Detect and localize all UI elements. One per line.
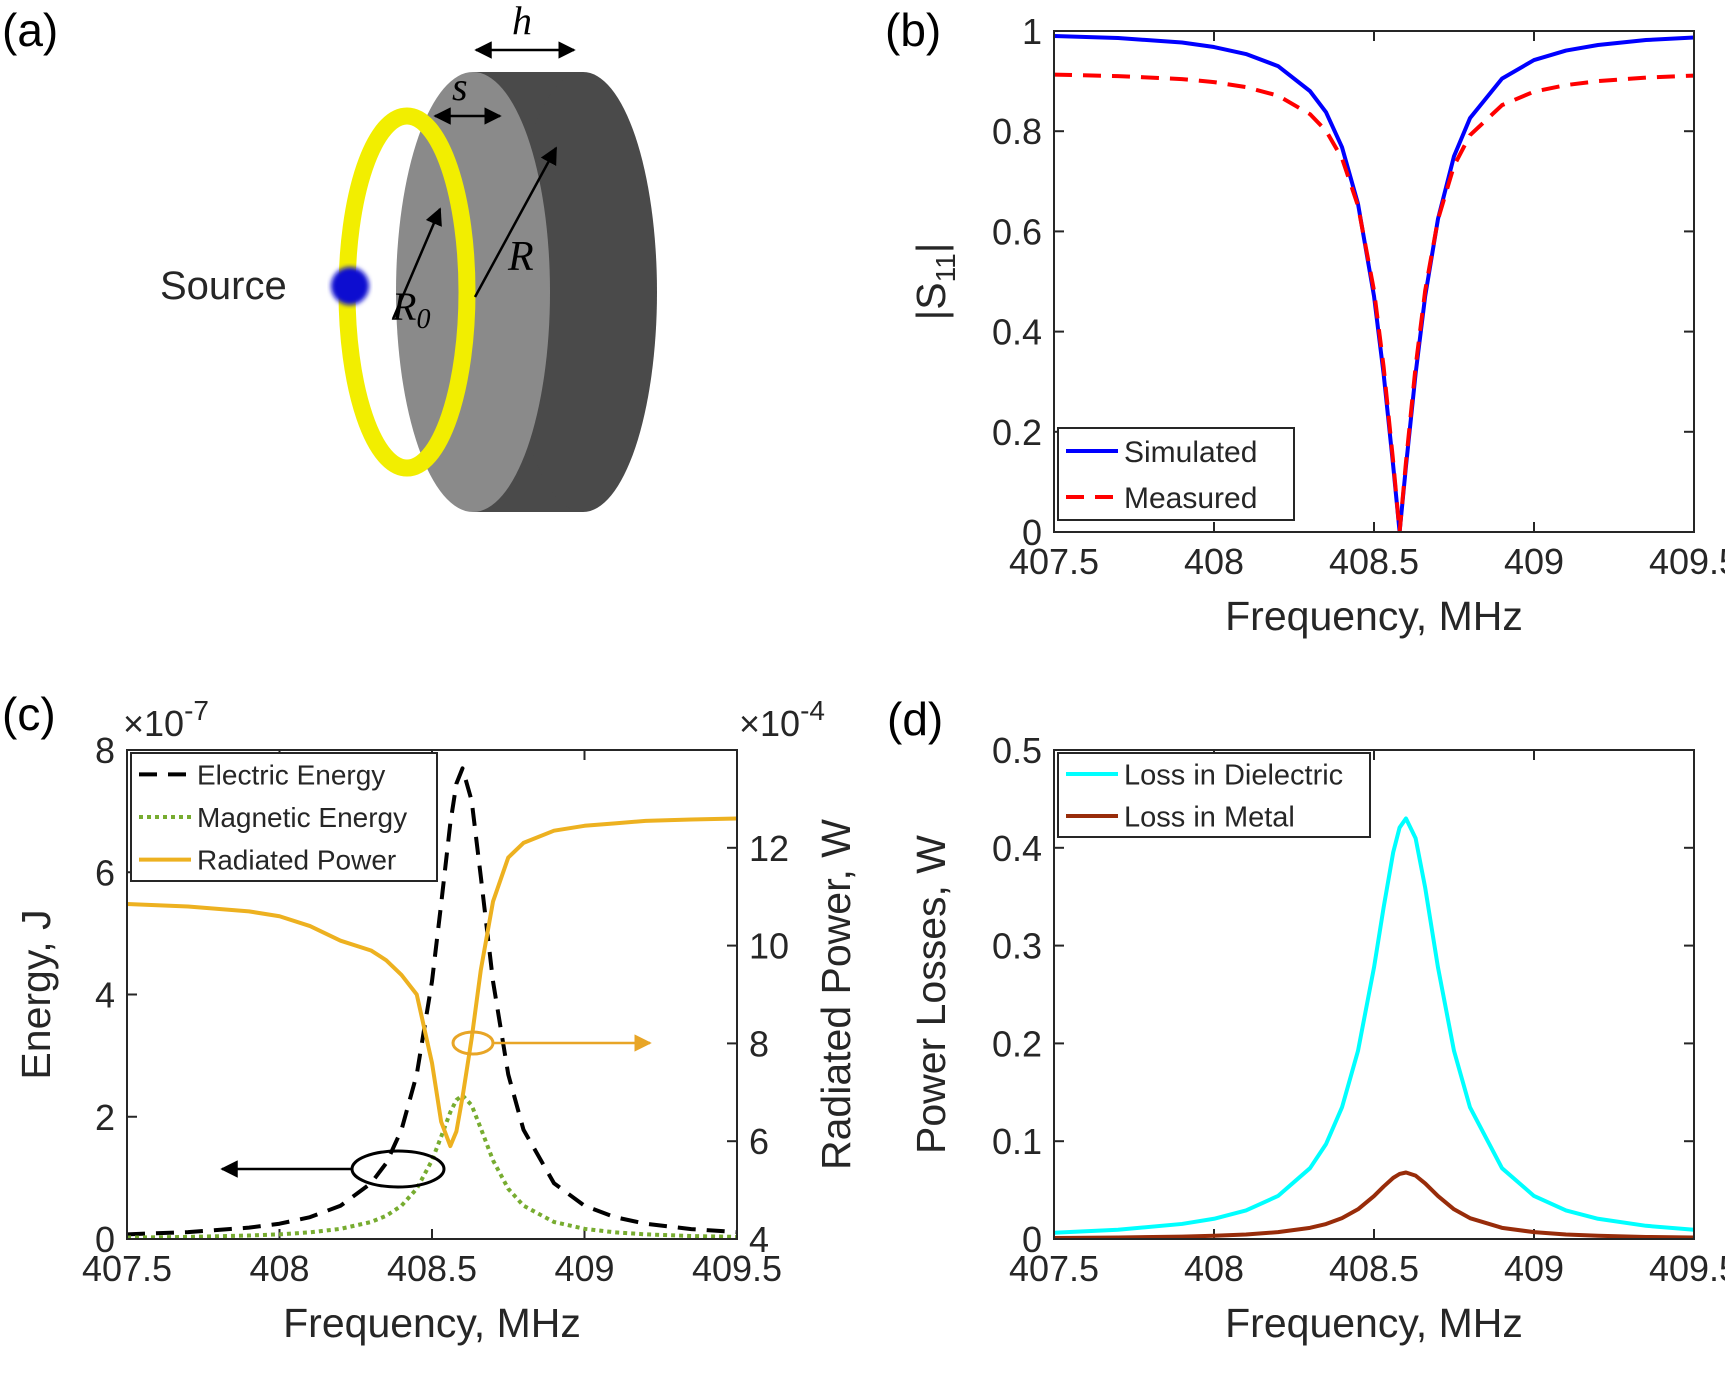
legend: Loss in Dielectric Loss in Metal — [1057, 752, 1371, 838]
panel-label: (b) — [885, 4, 941, 56]
series-line — [127, 1093, 737, 1239]
y-tick-label: 4 — [95, 975, 115, 1016]
multiplier-base: ×10 — [739, 703, 800, 744]
r0-label: R0 — [391, 284, 430, 335]
y-tick-label: 0 — [1022, 1219, 1042, 1260]
panel-label: (c) — [2, 688, 56, 740]
annotations — [220, 1030, 652, 1189]
multiplier-base: ×10 — [123, 703, 184, 744]
legend-label: Measured — [1124, 482, 1257, 515]
x-tick-label: 408.5 — [387, 1248, 477, 1289]
axes-box — [1053, 30, 1695, 533]
multiplier-exponent: -7 — [184, 695, 209, 726]
x-tick-label: 407.5 — [1009, 541, 1099, 582]
y-tick-label: 0.2 — [992, 1023, 1042, 1064]
x-axis-label: Frequency, MHz — [1225, 593, 1523, 639]
r0-sub: 0 — [416, 304, 430, 335]
axes-box — [126, 749, 738, 1240]
y2-tick-label: 10 — [749, 926, 789, 967]
legend-label: Magnetic Energy — [197, 802, 407, 833]
y-tick-label: 0.8 — [992, 111, 1042, 152]
x-tick-label: 408 — [1184, 1248, 1244, 1289]
r-arrow — [473, 146, 558, 298]
s-label: s — [452, 64, 468, 109]
y2-axis-label: Radiated Power, W — [813, 819, 859, 1170]
y-tick-label: 0.3 — [992, 926, 1042, 967]
legend: Simulated Measured — [1057, 427, 1295, 521]
y-tick-label: 2 — [95, 1097, 115, 1138]
legend-box — [1057, 752, 1371, 838]
r-label: R — [507, 234, 534, 280]
x-tick-label: 407.5 — [82, 1248, 172, 1289]
x-tick-label: 409.5 — [692, 1248, 782, 1289]
x-tick-label: 409 — [1504, 1248, 1564, 1289]
x-tick-label: 408.5 — [1329, 1248, 1419, 1289]
y-tick-label: 0.4 — [992, 828, 1042, 869]
y-tick-label: 0.4 — [992, 312, 1042, 353]
y-label-part: | — [908, 243, 954, 254]
r0-arrow — [391, 207, 442, 320]
y-tick-label: 0 — [95, 1219, 115, 1260]
axis-multiplier: ×10-7 — [123, 695, 209, 744]
source-label: Source — [160, 264, 287, 308]
y-tick-label: 0.1 — [992, 1121, 1042, 1162]
y2-tick-label: 8 — [749, 1023, 769, 1064]
x-tick-label: 408 — [1184, 541, 1244, 582]
x-axis-label: Frequency, MHz — [1225, 1300, 1523, 1346]
panel-label: (a) — [2, 4, 58, 56]
series-line — [1054, 72, 1694, 532]
x-tick-label: 409 — [1504, 541, 1564, 582]
x-tick-label: 409 — [554, 1248, 614, 1289]
diagram: (a) Source h s R0 R — [2, 0, 657, 512]
series-line — [1054, 816, 1694, 1235]
y-tick-label: 0.5 — [992, 730, 1042, 771]
series-line — [127, 766, 737, 1237]
y-axis-label: |S11| — [908, 243, 961, 321]
series-line — [127, 816, 737, 1149]
y2-tick-label: 4 — [749, 1219, 769, 1260]
axes-box — [1053, 749, 1695, 1240]
legend-label: Electric Energy — [197, 759, 385, 790]
chart: 407.5 408 408.5 409 409.5 0 0.2 0.4 0.6 0.8 1 Simul… — [885, 4, 1725, 639]
y-label-part: |S — [908, 282, 954, 320]
y-tick-label: 0.6 — [992, 211, 1042, 252]
y-label-sub: 11 — [930, 253, 961, 282]
legend-label: Simulated — [1124, 436, 1257, 469]
y2-tick-label: 6 — [749, 1121, 769, 1162]
y-axis-label: Energy, J — [13, 909, 59, 1079]
x-tick-label: 408 — [249, 1248, 309, 1289]
y-axis-label: Power Losses, W — [908, 835, 954, 1154]
chart: 407.5 408 408.5 409 409.5 0 0.1 0.2 0.3 0.4 0.5 Los… — [887, 693, 1725, 1346]
y-tick-label: 0 — [1022, 512, 1042, 553]
panel-label: (d) — [887, 693, 943, 745]
x-tick-label: 409.5 — [1649, 1248, 1725, 1289]
axis-multiplier: ×10-4 — [739, 695, 825, 744]
x-tick-label: 407.5 — [1009, 1248, 1099, 1289]
h-label: h — [512, 0, 532, 43]
legend-label: Loss in Dielectric — [1124, 759, 1343, 791]
legend-box — [1057, 427, 1295, 521]
y-tick-label: 1 — [1022, 11, 1042, 52]
y2-tick-label: 12 — [749, 828, 789, 869]
source-dot — [331, 267, 369, 305]
cylinder-back — [509, 72, 657, 512]
r0-base: R — [391, 284, 416, 329]
series-line — [1054, 1170, 1694, 1239]
legend: Electric Energy Magnetic Energy Radiated P… — [130, 752, 438, 882]
x-tick-label: 408.5 — [1329, 541, 1419, 582]
legend-label: Loss in Metal — [1124, 801, 1295, 833]
series-line — [1054, 34, 1694, 532]
y-tick-label: 0.2 — [992, 412, 1042, 453]
x-tick-label: 409.5 — [1649, 541, 1725, 582]
y-tick-label: 6 — [95, 852, 115, 893]
chart: 407.5 408 408.5 409 409.5 0 2 4 6 8 4 6 8 10 12 Electri… — [2, 688, 859, 1346]
legend-label: Radiated Power — [197, 845, 396, 876]
y-tick-label: 8 — [95, 730, 115, 771]
x-axis-label: Frequency, MHz — [283, 1300, 581, 1346]
multiplier-exponent: -4 — [800, 695, 825, 726]
